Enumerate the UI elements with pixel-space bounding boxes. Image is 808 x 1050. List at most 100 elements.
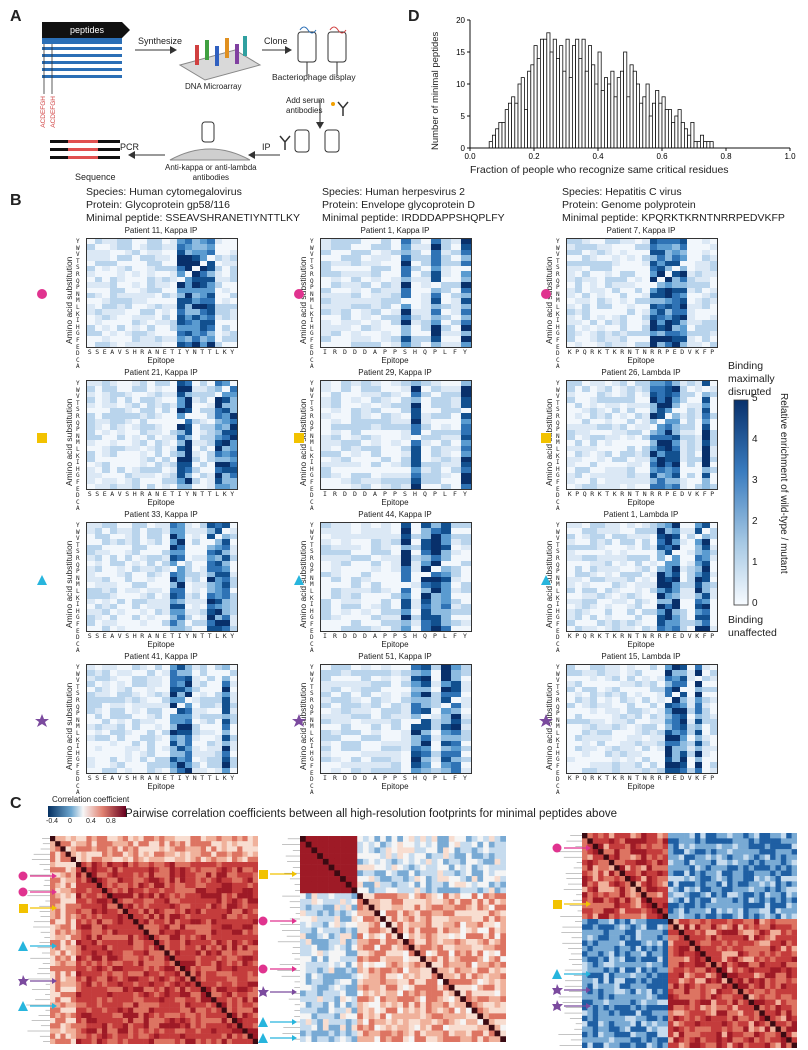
- circle-symbol-2: [294, 289, 304, 299]
- add-serum-label: Add serum antibodies: [286, 96, 325, 115]
- cbar-bottom-label: Binding unaffected: [728, 614, 777, 639]
- star-symbol-1: [35, 714, 49, 727]
- hist-bar: [511, 96, 516, 149]
- circle-marker: [258, 916, 297, 926]
- hist-bar: [626, 96, 631, 149]
- hist-bar: [706, 141, 711, 149]
- circle-marker: [18, 887, 57, 897]
- hist-bar: [587, 45, 592, 149]
- col3-header: Species: Hepatitis C virus Protein: Geno…: [562, 186, 785, 225]
- hist-bar: [520, 77, 525, 149]
- hist-bar: [568, 77, 573, 149]
- triangle-marker: [552, 969, 591, 979]
- dendrogram: [558, 835, 582, 1046]
- col2-protein: Protein: Envelope glycoprotein D: [322, 199, 475, 211]
- correlation-matrix: [50, 836, 258, 1044]
- col2-peptide: Minimal peptide: IRDDDAPPSHQPLFY: [322, 212, 505, 224]
- hist-bar: [517, 83, 522, 149]
- peptides-label: peptides: [70, 25, 105, 35]
- hist-bar: [584, 70, 589, 149]
- hist-bar: [571, 45, 576, 149]
- hist-ytick-label: 15: [456, 48, 465, 57]
- acdef-label-2: ACDEFGH: [50, 96, 57, 128]
- hist-bar: [693, 141, 698, 149]
- hist-bar: [575, 38, 580, 149]
- hist-bar: [578, 58, 583, 149]
- hist-bar: [709, 141, 714, 149]
- heatmap-ylabel: Amino acid substitution: [64, 256, 74, 344]
- hist-bar: [594, 83, 599, 149]
- hist-bar: [635, 83, 640, 149]
- hist-bar: [629, 64, 634, 149]
- hist-ytick-label: 20: [456, 16, 465, 25]
- hist-bar: [562, 70, 567, 149]
- correlation-matrix: [582, 833, 797, 1048]
- heatmap-ylabel: Amino acid substitution: [64, 540, 74, 628]
- corr-caption: Pairwise correlation coefficients betwee…: [125, 808, 617, 820]
- hist-bar: [514, 102, 519, 149]
- heatmap: [86, 380, 238, 490]
- heatmap: [566, 522, 718, 632]
- correlation-matrix: [300, 836, 506, 1042]
- square-marker: [553, 900, 591, 909]
- heatmap-xlabel: Epitope: [381, 782, 409, 791]
- hist-bar: [508, 102, 513, 149]
- heatmap-xlabel: Epitope: [147, 356, 175, 365]
- hist-xtick-label: 0.6: [656, 152, 668, 161]
- heatmap-xlabel: Epitope: [627, 356, 655, 365]
- hist-bar: [530, 64, 535, 149]
- star-marker: [18, 975, 57, 986]
- heatmap-title: Patient 21, Kappa IP: [124, 368, 198, 377]
- hist-bar: [703, 141, 708, 149]
- circle-symbol-1: [37, 289, 47, 299]
- hist-bar: [600, 90, 605, 149]
- hist-xtick-label: 0.4: [592, 152, 604, 161]
- hist-bar: [699, 134, 704, 149]
- hist-bar: [664, 109, 669, 149]
- hist-bar: [524, 109, 529, 149]
- hist-bar: [591, 64, 596, 149]
- hist-bar: [549, 51, 554, 149]
- hist-bar: [613, 96, 618, 149]
- heatmap-title: Patient 41, Kappa IP: [124, 652, 198, 661]
- hist-bar: [671, 122, 676, 149]
- heatmap-xlabel: Epitope: [627, 498, 655, 507]
- panel-a-letter: A: [10, 8, 22, 25]
- heatmap-title: Patient 51, Kappa IP: [358, 652, 432, 661]
- hist-bar: [488, 141, 493, 149]
- heatmap: [320, 522, 472, 632]
- hist-bar: [655, 90, 660, 149]
- hist-bar: [603, 77, 608, 149]
- anti-label: Anti-kappa or anti-lambda antibodies: [165, 163, 257, 182]
- hist-bar: [552, 38, 557, 149]
- hist-bar: [687, 134, 692, 149]
- colorbar-side-label: Relative enrichment of wild-type / mutan…: [778, 393, 789, 574]
- star-symbol-2: [292, 714, 306, 727]
- panel-d-letter: D: [408, 8, 420, 25]
- triangle-marker: [258, 1017, 297, 1027]
- heatmap-title: Patient 15, Lambda IP: [601, 652, 681, 661]
- square-marker: [19, 904, 57, 913]
- hist-ylabel: Number of minimal peptides: [430, 31, 441, 150]
- col2-header: Species: Human herpesvirus 2 Protein: En…: [322, 186, 505, 225]
- heatmap-xlabel: Epitope: [147, 782, 175, 791]
- col3-species: Species: Hepatitis C virus: [562, 186, 682, 198]
- panel-b-letter: B: [10, 192, 22, 209]
- hist-ytick-label: 0: [461, 144, 466, 153]
- hist-xlabel: Fraction of people who recognize same cr…: [470, 164, 729, 176]
- triangle-marker: [258, 1033, 297, 1043]
- heatmap-title: Patient 26, Lambda IP: [601, 368, 681, 377]
- heatmap-xlabel: Epitope: [627, 782, 655, 791]
- synthesize-label: Synthesize: [138, 36, 183, 46]
